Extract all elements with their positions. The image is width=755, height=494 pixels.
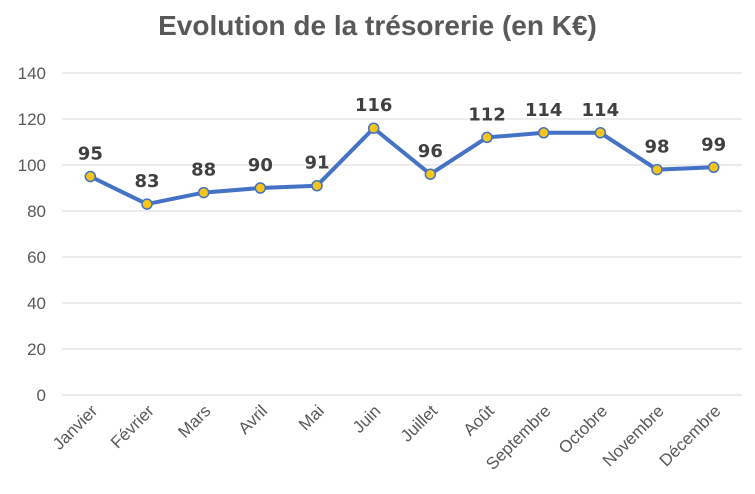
y-axis-ticks: 0 20 40 60 80 100 120 140 — [18, 64, 46, 405]
series-line — [88, 126, 716, 207]
data-label-9: 114 — [525, 100, 563, 121]
series-layer — [84, 122, 720, 210]
data-point-6 — [367, 122, 380, 134]
x-axis-ticks: Janvier Février Mars Avril Mai Juin Juillet Aoû… — [49, 401, 725, 473]
data-label-8: 112 — [468, 104, 506, 125]
data-label-10: 114 — [582, 100, 620, 121]
data-point-12 — [707, 161, 720, 174]
x-tick-label-8: Août — [460, 401, 498, 439]
grid-layer — [62, 72, 742, 396]
x-tick-label-4: Avril — [235, 401, 272, 438]
data-label-3: 88 — [191, 160, 216, 181]
data-label-12: 99 — [701, 134, 726, 155]
data-label-11: 98 — [644, 137, 669, 158]
x-tick-label-5: Mai — [295, 401, 328, 434]
data-label-5: 91 — [304, 153, 329, 174]
y-tick-label-0: 0 — [37, 386, 46, 405]
data-point-4 — [254, 182, 267, 194]
y-tick-label-140: 140 — [18, 64, 46, 83]
data-label-1: 95 — [78, 144, 103, 165]
data-point-10 — [594, 127, 607, 139]
x-tick-label-12: Décembre — [656, 401, 725, 470]
data-point-7 — [424, 168, 437, 180]
data-point-5 — [311, 179, 323, 192]
y-tick-label-60: 60 — [27, 248, 46, 267]
data-label-4: 90 — [248, 155, 273, 176]
y-tick-label-20: 20 — [27, 340, 46, 359]
y-tick-label-120: 120 — [18, 110, 46, 129]
x-tick-label-3: Mars — [174, 401, 214, 441]
data-point-9 — [537, 127, 550, 139]
data-point-11 — [651, 163, 663, 176]
data-label-2: 83 — [134, 171, 159, 192]
data-labels: 95 83 88 90 91 116 96 112 114 114 98 99 — [78, 95, 726, 192]
chart-title: Evolution de la trésorerie (en K€) — [158, 10, 597, 41]
x-tick-label-1: Janvier — [49, 401, 101, 453]
x-tick-label-10: Octobre — [555, 401, 611, 457]
x-tick-label-7: Juillet — [397, 401, 441, 445]
x-tick-label-2: Février — [107, 401, 158, 452]
data-point-2 — [141, 198, 153, 210]
y-tick-label-100: 100 — [18, 156, 46, 175]
data-label-7: 96 — [418, 141, 443, 162]
data-point-1 — [84, 170, 97, 183]
y-tick-label-80: 80 — [27, 202, 46, 221]
y-tick-label-40: 40 — [27, 294, 46, 313]
x-tick-label-6: Juin — [349, 401, 384, 436]
data-point-8 — [481, 131, 493, 144]
data-label-6: 116 — [355, 95, 393, 116]
data-point-3 — [197, 186, 210, 199]
